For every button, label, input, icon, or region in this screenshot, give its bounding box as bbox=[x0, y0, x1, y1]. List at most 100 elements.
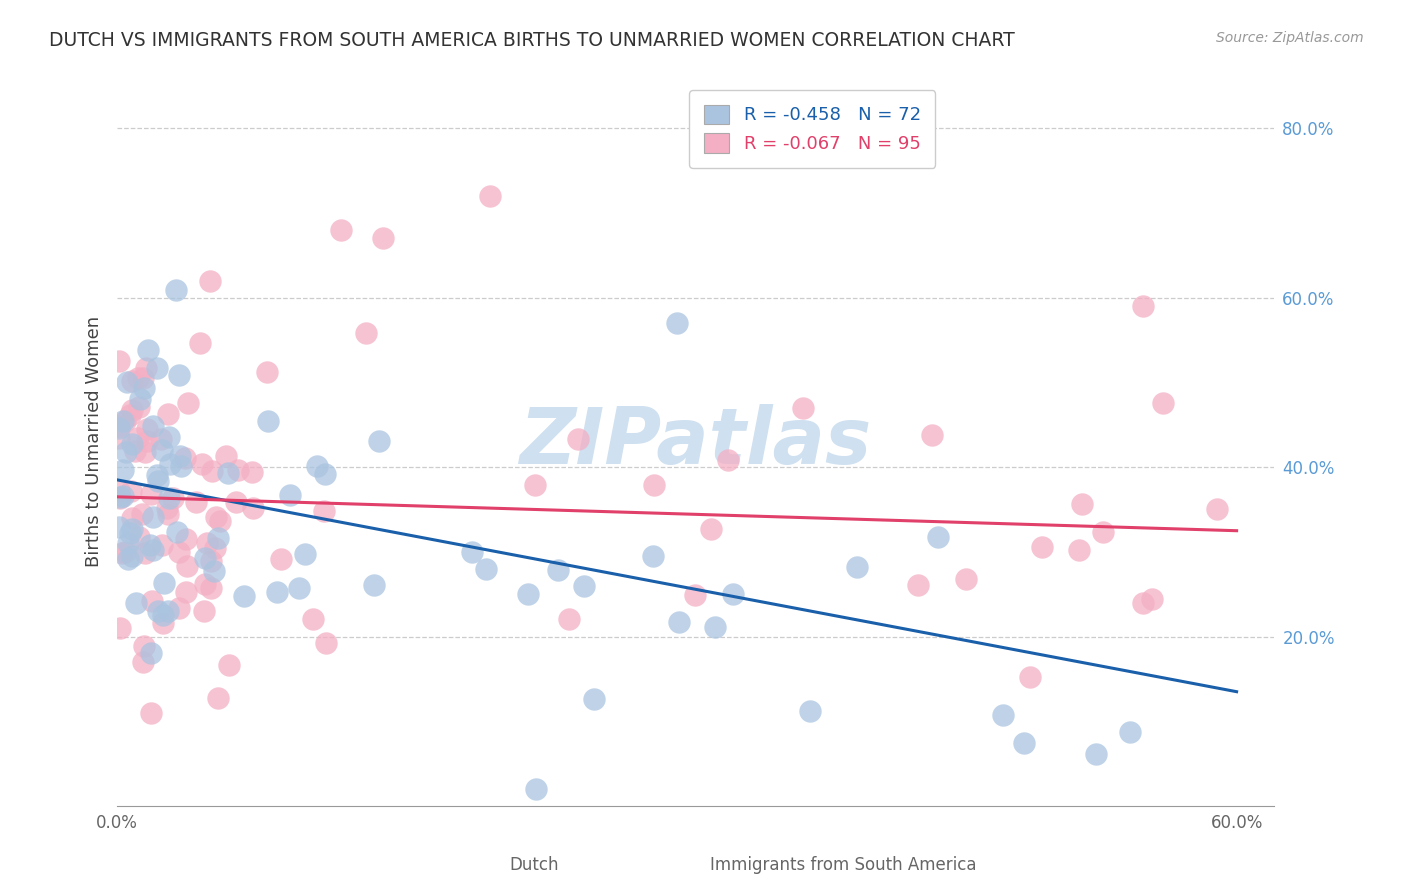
Text: ZIPatlas: ZIPatlas bbox=[519, 404, 872, 480]
Point bbox=[124, 443, 146, 458]
Point bbox=[131, 507, 153, 521]
Point bbox=[240, 465, 263, 479]
Point bbox=[921, 427, 943, 442]
Point bbox=[302, 612, 325, 626]
Point bbox=[132, 656, 155, 670]
Point bbox=[117, 552, 139, 566]
Point bbox=[194, 551, 217, 566]
Point bbox=[114, 445, 136, 459]
Point bbox=[159, 457, 181, 471]
Point bbox=[1132, 596, 1154, 610]
Point bbox=[479, 189, 502, 203]
Point bbox=[668, 615, 690, 630]
Point bbox=[799, 705, 821, 719]
Point bbox=[111, 546, 134, 560]
Point bbox=[167, 601, 190, 615]
Point bbox=[582, 692, 605, 706]
Point bbox=[117, 375, 139, 389]
Point bbox=[184, 495, 207, 509]
Point bbox=[208, 514, 231, 528]
Point bbox=[233, 589, 256, 603]
Point bbox=[207, 532, 229, 546]
Point bbox=[1031, 541, 1053, 555]
Point bbox=[145, 360, 167, 375]
Point bbox=[132, 639, 155, 653]
Point bbox=[217, 466, 239, 480]
Point bbox=[927, 530, 949, 544]
Point bbox=[149, 432, 172, 446]
Point bbox=[305, 458, 328, 473]
Point bbox=[120, 408, 142, 422]
Legend: R = -0.458   N = 72, R = -0.067   N = 95: R = -0.458 N = 72, R = -0.067 N = 95 bbox=[689, 90, 935, 168]
Point bbox=[205, 510, 228, 524]
Point bbox=[717, 452, 740, 467]
Point bbox=[156, 507, 179, 521]
Point bbox=[146, 474, 169, 488]
Point bbox=[665, 316, 688, 330]
Point bbox=[368, 434, 391, 449]
Point bbox=[195, 536, 218, 550]
Text: DUTCH VS IMMIGRANTS FROM SOUTH AMERICA BIRTHS TO UNMARRIED WOMEN CORRELATION CHA: DUTCH VS IMMIGRANTS FROM SOUTH AMERICA B… bbox=[49, 31, 1015, 50]
Point bbox=[1206, 502, 1229, 516]
Point bbox=[121, 403, 143, 417]
Point bbox=[142, 543, 165, 558]
Point bbox=[1132, 299, 1154, 313]
Point bbox=[721, 587, 744, 601]
Point bbox=[139, 537, 162, 551]
Point bbox=[167, 368, 190, 383]
Point bbox=[134, 545, 156, 559]
Point bbox=[170, 458, 193, 473]
Point bbox=[218, 657, 240, 672]
Point bbox=[294, 547, 316, 561]
Point bbox=[524, 782, 547, 797]
Point bbox=[136, 422, 159, 436]
Point bbox=[354, 326, 377, 340]
Point bbox=[572, 579, 595, 593]
Point bbox=[120, 484, 142, 499]
Point bbox=[242, 500, 264, 515]
Point bbox=[121, 522, 143, 536]
Point bbox=[128, 431, 150, 445]
Point bbox=[146, 467, 169, 482]
Point bbox=[108, 620, 131, 634]
Text: Immigrants from South America: Immigrants from South America bbox=[710, 855, 977, 873]
Point bbox=[132, 370, 155, 384]
Point bbox=[200, 274, 222, 288]
Point bbox=[139, 646, 162, 660]
Point bbox=[1152, 396, 1174, 410]
Point bbox=[108, 484, 131, 499]
Point bbox=[256, 365, 278, 379]
Point bbox=[166, 525, 188, 540]
Point bbox=[152, 608, 174, 623]
Point bbox=[315, 636, 337, 650]
Point bbox=[371, 231, 394, 245]
Point bbox=[314, 504, 336, 518]
Point bbox=[547, 563, 569, 577]
Point bbox=[363, 578, 385, 592]
Point bbox=[955, 573, 977, 587]
Point bbox=[128, 400, 150, 414]
Point bbox=[257, 415, 280, 429]
Point bbox=[474, 562, 496, 576]
Point bbox=[165, 283, 187, 297]
Point bbox=[118, 525, 141, 540]
Point bbox=[121, 437, 143, 451]
Point bbox=[108, 353, 131, 368]
Point bbox=[108, 520, 131, 534]
Point bbox=[207, 690, 229, 705]
Point bbox=[169, 449, 191, 463]
Point bbox=[108, 490, 131, 504]
Point bbox=[112, 462, 135, 476]
Point bbox=[108, 420, 131, 434]
Point bbox=[1140, 592, 1163, 607]
Point bbox=[188, 335, 211, 350]
Point bbox=[136, 343, 159, 357]
Point bbox=[128, 392, 150, 407]
Point bbox=[314, 467, 336, 481]
Point bbox=[226, 463, 249, 477]
Point bbox=[132, 381, 155, 395]
Point bbox=[524, 478, 547, 492]
Point bbox=[200, 582, 222, 596]
Point bbox=[643, 477, 665, 491]
Point bbox=[114, 545, 136, 559]
